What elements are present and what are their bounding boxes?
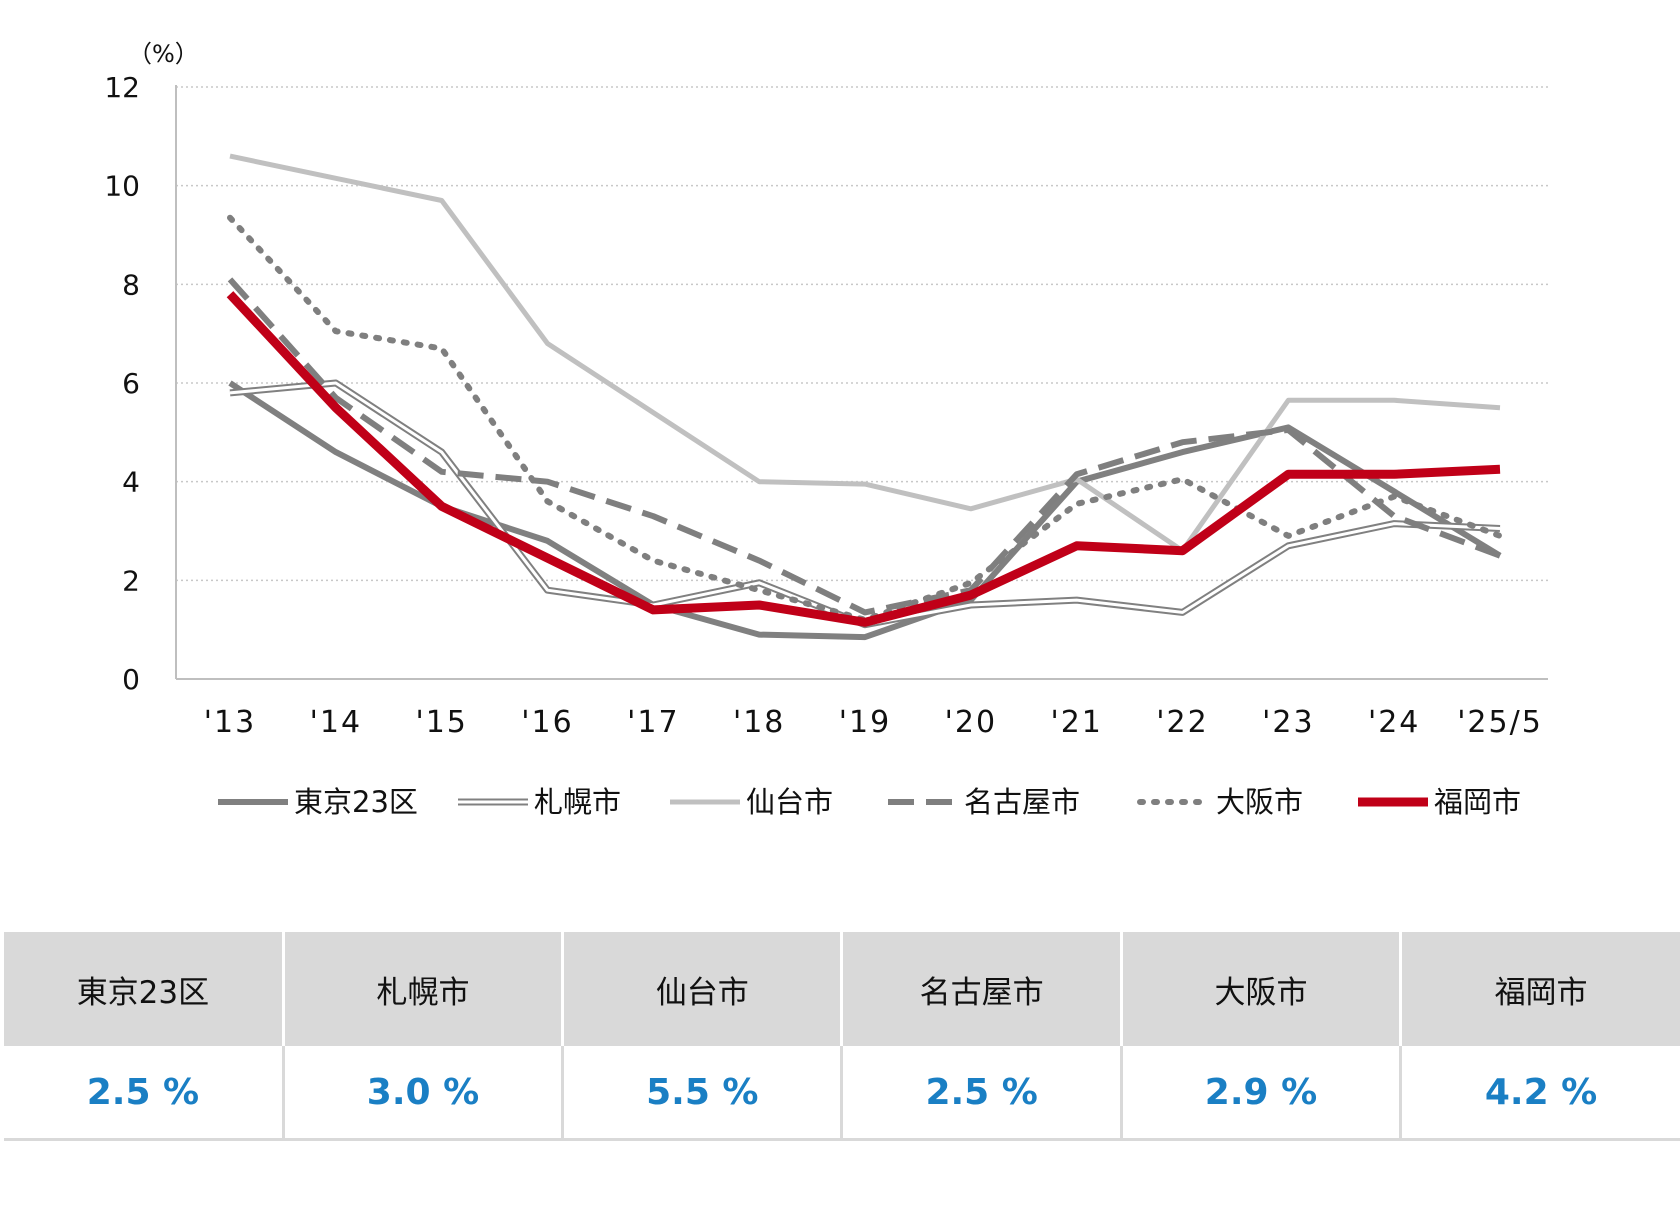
summary-header-cell: 東京23区	[4, 932, 285, 1046]
x-tick-label: '25/5	[1457, 705, 1543, 740]
y-tick-label: 6	[122, 367, 140, 400]
legend-label: 福岡市	[1434, 785, 1521, 819]
x-tick-labels: '13 '14 '15 '16 '17 '18 '19 '20 '21 '22 '23 '24 '25/…	[204, 705, 1543, 740]
y-tick-label: 12	[104, 71, 140, 104]
series-大阪市	[227, 214, 1503, 623]
summary-header-cell: 福岡市	[1400, 932, 1680, 1046]
x-tick-label: '19	[839, 705, 891, 740]
summary-header-cell: 仙台市	[562, 932, 844, 1046]
y-axis-unit-label: （%）	[128, 40, 199, 68]
x-tick-label: '24	[1368, 705, 1420, 740]
x-tick-label: '20	[945, 705, 997, 740]
summary-header-cell: 名古屋市	[841, 932, 1123, 1046]
x-tick-label: '21	[1050, 705, 1102, 740]
axes	[175, 85, 1548, 680]
summary-value-cell: 3.0 %	[283, 1046, 565, 1141]
y-tick-label: 0	[122, 663, 140, 696]
x-tick-label: '16	[521, 705, 573, 740]
x-tick-label: '15	[415, 705, 467, 740]
y-tick-labels: 0 2 4 6 8 10 12	[104, 71, 140, 696]
summary-header-row: 東京23区 札幌市 仙台市 名古屋市 大阪市 福岡市	[4, 932, 1680, 1046]
grid-lines	[176, 86, 1548, 582]
legend: 東京23区 札幌市 仙台市 名古屋市 大阪市 福岡市	[218, 785, 1521, 819]
summary-value-row: 2.5 % 3.0 % 5.5 % 2.5 % 2.9 % 4.2 %	[4, 1046, 1680, 1141]
y-tick-label: 10	[104, 170, 140, 203]
summary-value-cell: 2.5 %	[841, 1046, 1123, 1141]
series-line	[229, 153, 1501, 554]
legend-item: 東京23区	[218, 785, 418, 819]
series-名古屋市	[227, 277, 1502, 616]
summary-value-cell: 5.5 %	[562, 1046, 844, 1141]
series-line	[229, 381, 1501, 627]
series-福岡市	[226, 291, 1501, 627]
series-lines	[226, 153, 1503, 641]
series-仙台市	[229, 153, 1501, 554]
x-tick-label: '18	[733, 705, 785, 740]
series-line	[229, 379, 1501, 629]
series-line	[227, 277, 1502, 616]
summary-table: 東京23区 札幌市 仙台市 名古屋市 大阪市 福岡市 2.5 % 3.0 % 5…	[4, 932, 1680, 1141]
summary-header-cell: 札幌市	[283, 932, 565, 1046]
line-chart: （%） 0 2 4 6 8 10 12 '13 '14 '15 '16 '17 '18 '19 '20 '2…	[104, 40, 1548, 819]
summary-header-cell: 大阪市	[1121, 932, 1403, 1046]
series-line	[226, 291, 1501, 627]
series-札幌市	[229, 379, 1501, 629]
summary-value-cell: 4.2 %	[1400, 1046, 1680, 1141]
series-東京23区	[228, 380, 1502, 641]
legend-label: 札幌市	[534, 785, 621, 819]
x-tick-label: '17	[627, 705, 679, 740]
series-line	[228, 380, 1502, 641]
x-tick-label: '22	[1156, 705, 1208, 740]
series-line	[227, 214, 1503, 623]
legend-label: 名古屋市	[964, 785, 1080, 819]
legend-item: 仙台市	[670, 785, 833, 819]
y-tick-label: 4	[122, 466, 140, 499]
x-tick-label: '14	[310, 705, 362, 740]
legend-item: 大阪市	[1137, 785, 1303, 819]
x-tick-label: '13	[204, 705, 256, 740]
summary-value-cell: 2.5 %	[4, 1046, 285, 1141]
legend-item: 福岡市	[1358, 785, 1521, 819]
y-tick-label: 8	[122, 268, 140, 301]
legend-item: 名古屋市	[888, 785, 1080, 819]
legend-label: 大阪市	[1216, 785, 1303, 819]
x-tick-label: '23	[1262, 705, 1314, 740]
legend-label: 東京23区	[294, 785, 418, 819]
summary-value-cell: 2.9 %	[1121, 1046, 1403, 1141]
legend-item: 札幌市	[458, 785, 621, 819]
legend-label: 仙台市	[746, 785, 833, 819]
y-tick-label: 2	[122, 564, 140, 597]
